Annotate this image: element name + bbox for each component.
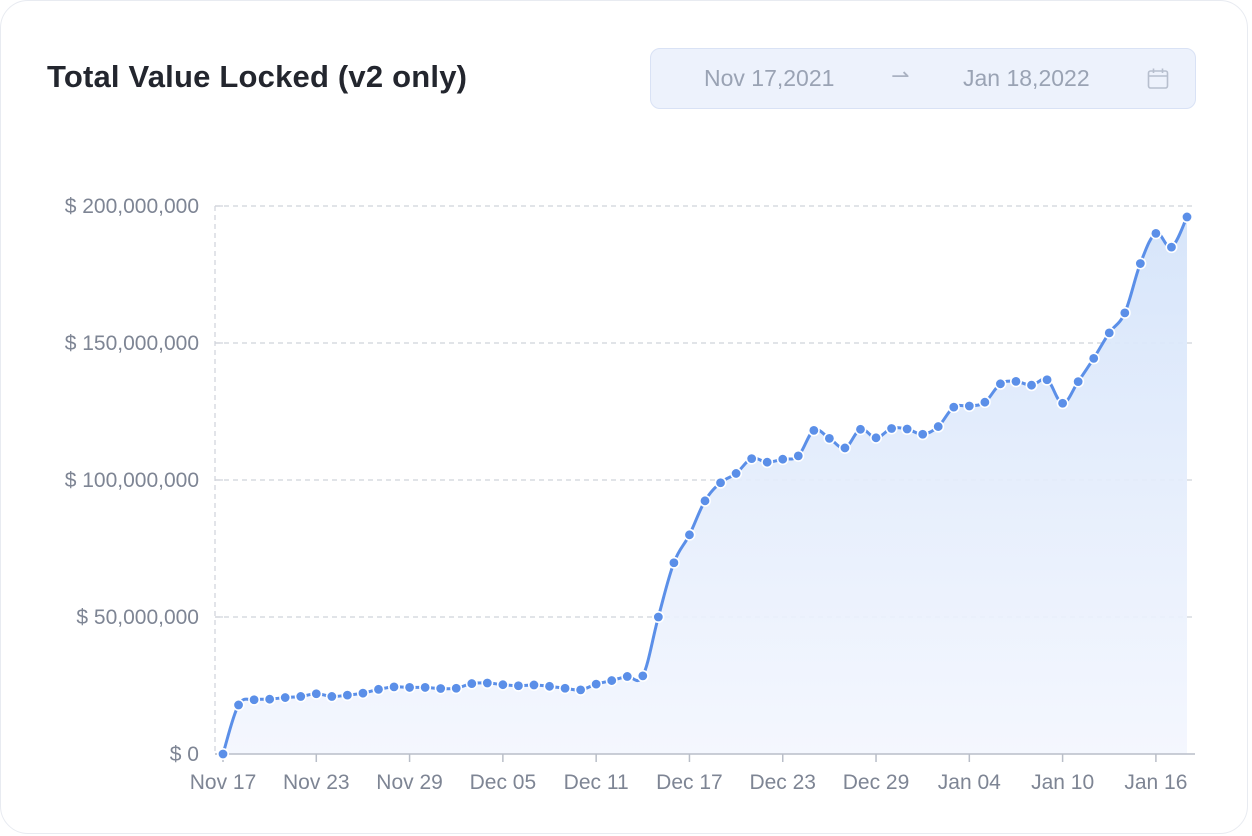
data-point: [667, 556, 680, 569]
data-point: [994, 377, 1007, 390]
data-point: [559, 682, 572, 695]
data-point: [761, 456, 774, 469]
start-date[interactable]: Nov 17,2021: [704, 65, 835, 91]
data-point: [916, 428, 929, 441]
x-tick-label: Nov 29: [376, 771, 443, 794]
data-point: [450, 682, 463, 695]
x-tick-label: Dec 05: [470, 771, 537, 794]
data-point: [388, 680, 401, 693]
data-point: [1087, 352, 1100, 365]
data-point: [605, 674, 618, 687]
data-point: [807, 424, 820, 437]
x-tick-label: Jan 16: [1124, 771, 1187, 794]
x-tick-label: Jan 04: [938, 771, 1001, 794]
data-point: [1165, 241, 1178, 254]
data-point: [372, 683, 385, 696]
data-point: [248, 693, 261, 706]
x-tick-label: Jan 10: [1031, 771, 1094, 794]
data-point: [341, 689, 354, 702]
x-tick-label: Dec 29: [843, 771, 910, 794]
area-fill: [223, 216, 1187, 754]
x-tick-label: Dec 17: [656, 771, 723, 794]
range-arrow-icon: ⇀: [891, 63, 910, 88]
data-point: [574, 683, 587, 696]
data-point: [1149, 227, 1162, 240]
data-point: [1072, 375, 1085, 388]
chart-title: Total Value Locked (v2 only): [47, 59, 468, 94]
data-point: [403, 681, 416, 694]
y-tick-label: $ 150,000,000: [65, 332, 199, 355]
y-axis-labels: $ 0 $ 50,000,000 $ 100,000,000 $ 150,000,00…: [65, 195, 199, 766]
data-point: [838, 441, 851, 454]
data-point: [698, 494, 711, 507]
y-tick-label: $ 100,000,000: [65, 469, 199, 492]
data-point: [1103, 326, 1116, 339]
data-point: [1025, 379, 1038, 392]
data-point: [978, 396, 991, 409]
data-point: [465, 677, 478, 690]
data-point: [1009, 375, 1022, 388]
data-point: [683, 528, 696, 541]
y-tick-label: $ 200,000,000: [65, 195, 199, 218]
data-point: [1134, 257, 1147, 270]
data-point: [652, 610, 665, 623]
data-point: [527, 678, 540, 691]
data-point: [1181, 210, 1194, 223]
data-point: [932, 420, 945, 433]
end-date[interactable]: Jan 18,2022: [963, 65, 1090, 91]
x-axis-labels: Nov 17 Nov 23 Nov 29 Dec 05 Dec 11 Dec 17 Dec …: [190, 771, 1188, 794]
data-point: [263, 693, 276, 706]
data-point: [481, 677, 494, 690]
data-point: [496, 678, 509, 691]
data-point: [1041, 373, 1054, 386]
data-point: [823, 432, 836, 445]
data-point: [590, 678, 603, 691]
y-tick-label: $ 50,000,000: [76, 606, 199, 629]
x-tick-label: Nov 23: [283, 771, 350, 794]
data-point: [434, 682, 447, 695]
data-point: [870, 431, 883, 444]
data-point: [325, 690, 338, 703]
data-point: [232, 698, 245, 711]
data-point: [621, 670, 634, 683]
data-point: [745, 452, 758, 465]
area-layer: [223, 216, 1187, 754]
data-point: [1056, 397, 1069, 410]
data-point: [854, 423, 867, 436]
x-tick-label: Dec 11: [564, 771, 629, 794]
x-tick-label: Nov 17: [190, 771, 257, 794]
data-point: [294, 690, 307, 703]
data-point: [730, 467, 743, 480]
data-point: [885, 422, 898, 435]
data-points: [217, 210, 1194, 760]
data-point: [1118, 306, 1131, 319]
data-point: [310, 687, 323, 700]
data-point: [512, 679, 525, 692]
data-point: [217, 747, 230, 760]
data-point: [792, 449, 805, 462]
date-range-picker[interactable]: Nov 17,2021 ⇀ Jan 18,2022: [650, 48, 1196, 109]
data-point: [947, 401, 960, 414]
y-tick-label: $ 0: [170, 743, 199, 766]
data-point: [963, 400, 976, 413]
data-point: [356, 687, 369, 700]
data-point: [419, 681, 432, 694]
data-point: [901, 423, 914, 436]
data-point: [714, 476, 727, 489]
data-point: [776, 453, 789, 466]
calendar-icon[interactable]: [1146, 67, 1170, 91]
data-point: [279, 691, 292, 704]
x-tick-label: Dec 23: [749, 771, 816, 794]
data-point: [636, 669, 649, 682]
axes: [214, 205, 1195, 762]
data-point: [543, 680, 556, 693]
